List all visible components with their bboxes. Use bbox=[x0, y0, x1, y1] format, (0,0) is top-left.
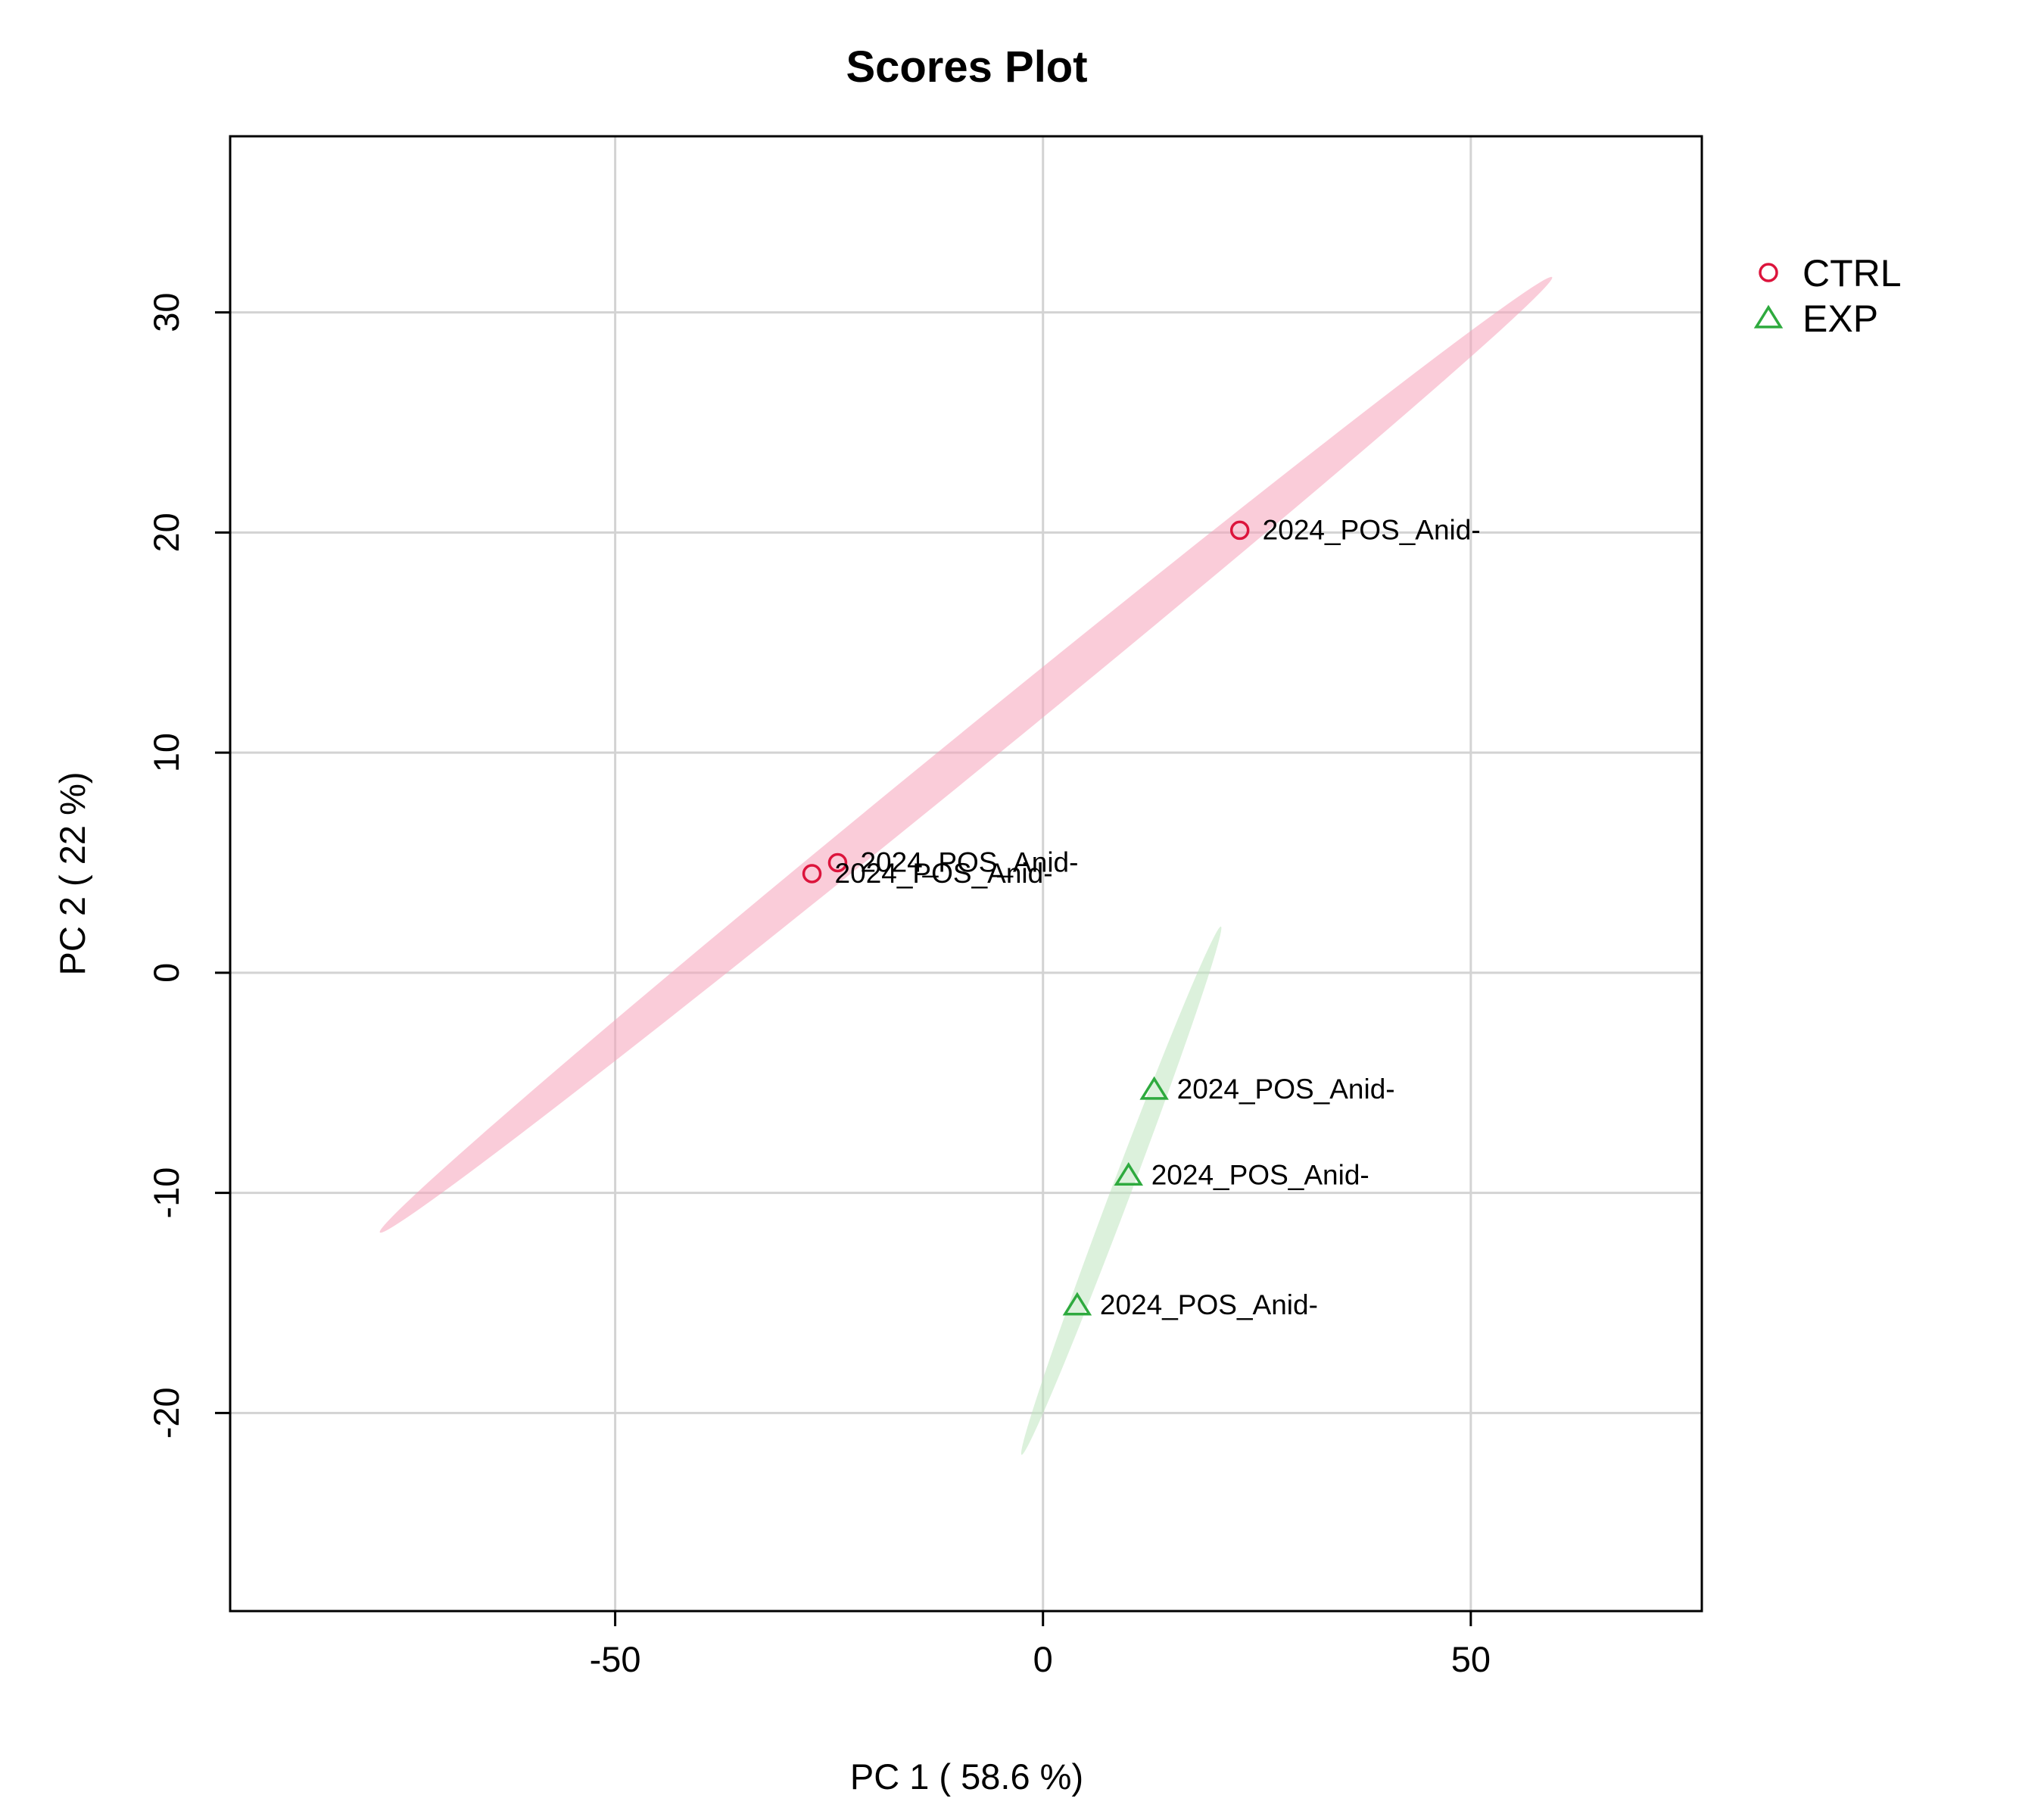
point-exp bbox=[1062, 1292, 1092, 1316]
chart-title: Scores Plot bbox=[846, 42, 1087, 92]
grid bbox=[230, 136, 1702, 1611]
point-label: 2024_POS_Anid- bbox=[835, 858, 1053, 889]
point-ctrl bbox=[1229, 520, 1250, 541]
y-axis: -20 -10 0 10 20 30 bbox=[146, 292, 230, 1438]
y-tick-label: -10 bbox=[146, 1167, 186, 1219]
x-axis: -50 0 50 bbox=[590, 1611, 1491, 1679]
legend-label-ctrl: CTRL bbox=[1803, 252, 1902, 295]
data-points bbox=[802, 520, 1250, 1316]
plot-frame bbox=[229, 135, 1703, 1613]
y-tick-label: 30 bbox=[146, 292, 186, 332]
point-label: 2024_POS_Anid- bbox=[1151, 1159, 1369, 1190]
point-label: 2024_POS_Anid- bbox=[1100, 1289, 1318, 1320]
point-label: 2024_POS_Anid- bbox=[1263, 514, 1481, 545]
x-tick-label: 0 bbox=[1033, 1639, 1053, 1679]
ellipse-exp bbox=[1020, 926, 1222, 1455]
point-label: 2024_POS_Anid- bbox=[1177, 1074, 1395, 1105]
legend-marker-exp bbox=[1753, 304, 1784, 329]
x-tick-label: 50 bbox=[1451, 1639, 1491, 1679]
point-labels: 2024_POS_Anid-2024_POS_Anid-2024_POS_Ani… bbox=[835, 514, 1481, 1320]
legend-marker-ctrl bbox=[1759, 263, 1778, 282]
confidence-ellipses bbox=[379, 276, 1553, 1455]
x-axis-label: PC 1 ( 58.6 %) bbox=[850, 1756, 1083, 1797]
legend-label-exp: EXP bbox=[1803, 298, 1878, 340]
point-label: 2024_POS_Anid- bbox=[860, 846, 1078, 877]
y-tick-label: 10 bbox=[146, 733, 186, 772]
y-tick-label: -20 bbox=[146, 1387, 186, 1438]
ellipse-ctrl bbox=[379, 276, 1553, 1233]
y-axis-label: PC 2 ( 22 %) bbox=[52, 771, 92, 975]
y-tick-label: 20 bbox=[146, 513, 186, 552]
y-tick-label: 0 bbox=[146, 963, 186, 983]
point-ctrl bbox=[827, 852, 848, 873]
x-tick-label: -50 bbox=[590, 1639, 641, 1679]
point-exp bbox=[1114, 1162, 1143, 1186]
point-exp bbox=[1139, 1076, 1169, 1100]
point-ctrl bbox=[802, 864, 822, 884]
